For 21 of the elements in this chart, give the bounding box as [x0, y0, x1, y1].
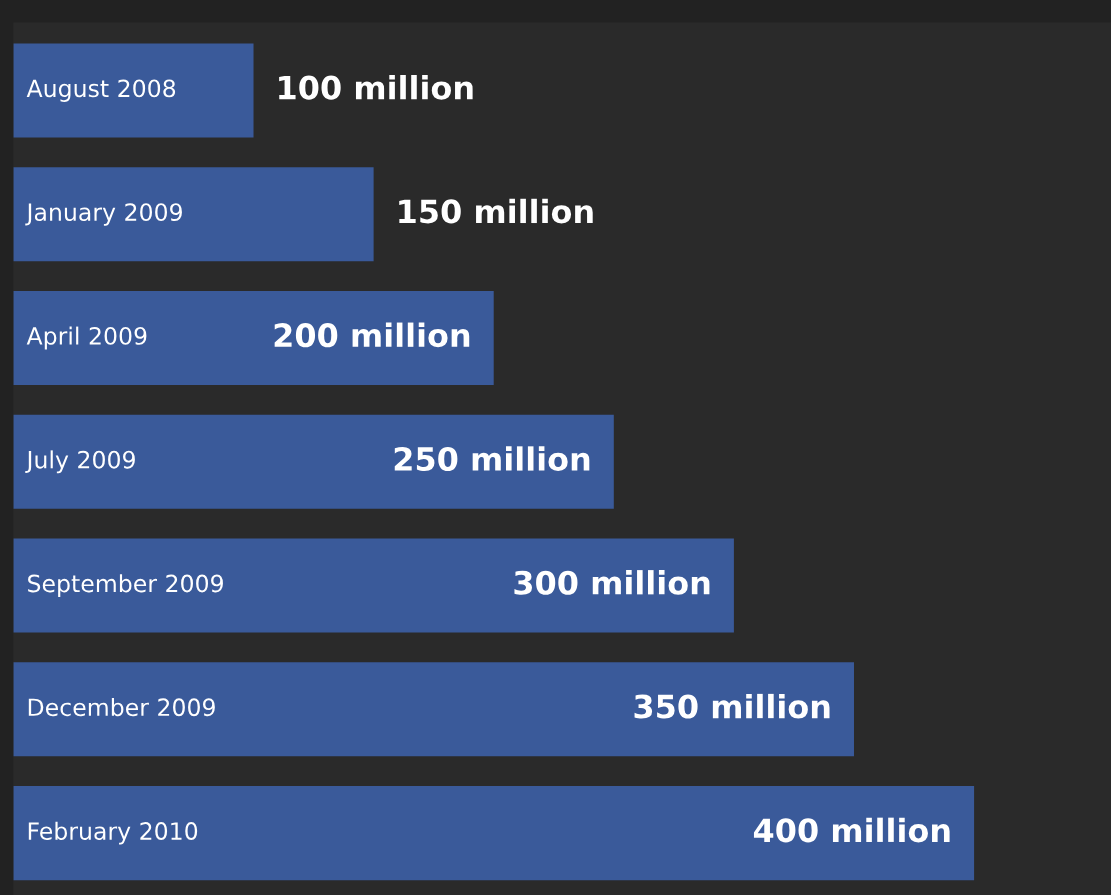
bar	[13, 786, 975, 881]
bar	[13, 43, 254, 138]
y-tick-label: December 2009	[28, 697, 215, 717]
data-label: 300 million	[514, 570, 710, 595]
data-label: 200 million	[274, 322, 470, 348]
y-tick-label: April 2009	[26, 326, 147, 350]
data-label: 100 million	[279, 74, 473, 100]
y-tick-label: February 2010	[28, 821, 198, 845]
data-label: 250 million	[394, 446, 590, 472]
data-label: 150 million	[399, 198, 593, 224]
bar	[13, 662, 854, 757]
bar	[13, 414, 614, 509]
bar	[13, 538, 734, 633]
y-tick-label: September 2009	[28, 574, 223, 597]
data-label: 400 million	[753, 817, 950, 843]
bar	[13, 167, 374, 262]
bar	[13, 290, 494, 386]
y-tick-label: August 2008	[26, 79, 176, 102]
y-tick-label: July 2009	[25, 450, 135, 474]
y-tick-label: January 2009	[25, 203, 182, 226]
data-label: 350 million	[634, 693, 830, 719]
